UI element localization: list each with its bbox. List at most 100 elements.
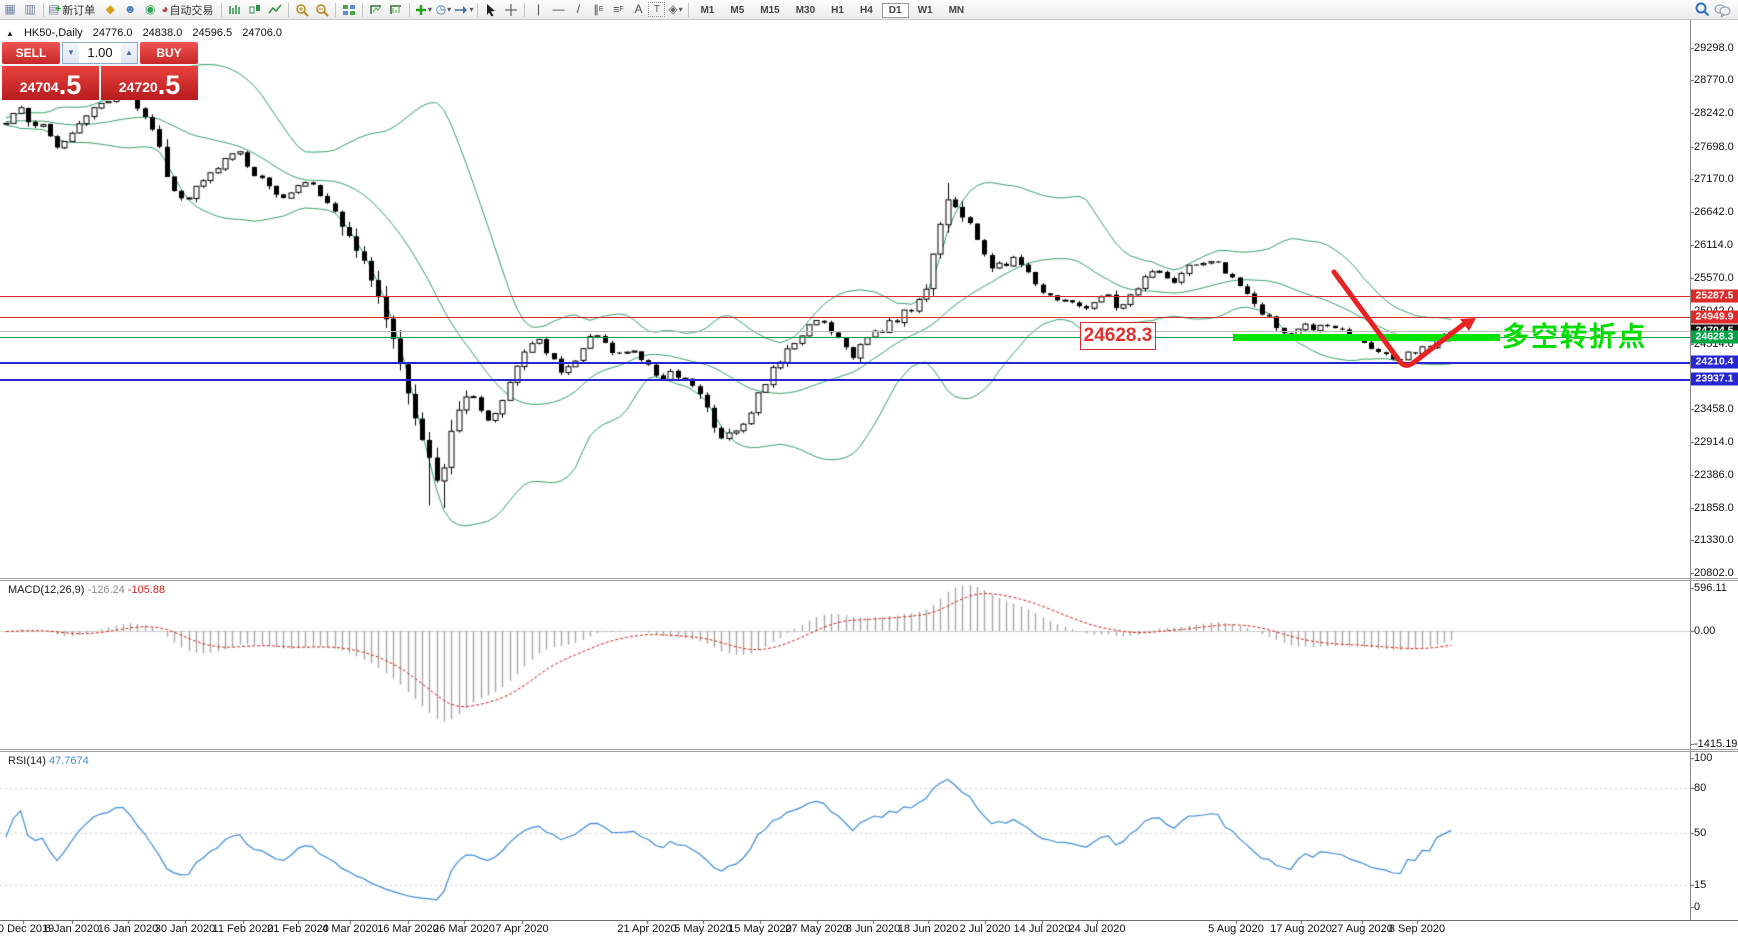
macd-panel-separator[interactable] — [0, 578, 1738, 579]
crosshair-icon[interactable] — [501, 1, 521, 18]
candle-chart-icon[interactable] — [245, 1, 265, 18]
resistance-line-24949[interactable] — [0, 317, 1690, 318]
deposit-icon[interactable]: ◆ — [105, 2, 115, 16]
price-callout-label[interactable]: 24628.3 — [1080, 322, 1156, 350]
ohlc-high: 24838.0 — [142, 27, 183, 39]
macd-signal-value: -105.88 — [127, 584, 166, 596]
turning-point-highlight-bar[interactable] — [1233, 334, 1500, 341]
date-label: 6 Jan 2020 — [44, 923, 100, 935]
toolbar-separator — [43, 2, 44, 17]
fibonacci-tool-icon[interactable]: ≡ F — [613, 3, 624, 16]
search-icon[interactable] — [1692, 1, 1712, 18]
toolbar-separator — [409, 2, 411, 17]
volume-input[interactable]: 1.00 — [87, 45, 113, 60]
vertical-line-tool-icon[interactable]: | — [536, 2, 541, 16]
turning-point-line-24628[interactable] — [0, 337, 1690, 338]
collapse-panel-icon[interactable]: ▲ — [6, 29, 14, 38]
toolbar-separator — [688, 2, 690, 17]
macd-label: MACD(12,26,9) -126.24 -105.88 — [8, 584, 166, 596]
timeframe-button-w1[interactable]: W1 — [917, 4, 933, 16]
rsi-axis-label: 80 — [1694, 782, 1707, 794]
symbol-name: HK50-,Daily — [23, 27, 83, 39]
trendline-tool-icon[interactable]: / — [576, 2, 581, 16]
macd-axis-label: 0.00 — [1694, 625, 1716, 637]
date-label: 4 Mar 2020 — [322, 923, 378, 935]
timeframe-button-m15[interactable]: M15 — [760, 4, 780, 16]
price-tag-23937.1: 23937.1 — [1691, 372, 1738, 386]
add-indicator-icon[interactable]: ▾ — [413, 1, 433, 18]
horizontal-line-tool-icon[interactable]: — — [552, 2, 565, 16]
resistance-line-25287[interactable] — [0, 296, 1690, 297]
price-tick-label: 21330.0 — [1694, 534, 1734, 546]
timeframe-button-m5[interactable]: M5 — [730, 4, 745, 16]
new-order-button[interactable]: ▤ + 新订单 — [48, 2, 96, 17]
price-tick-label: 27170.0 — [1694, 173, 1734, 185]
date-label: 5 May 2020 — [674, 923, 732, 935]
toolbar-separator — [524, 2, 526, 17]
date-label: 30 Jan 2020 — [154, 923, 216, 935]
tick-chart-icon[interactable]: ▥ — [24, 2, 36, 16]
period-clock-icon[interactable]: ◷ ▾ — [435, 2, 452, 16]
arrange-charts-icon[interactable] — [366, 1, 386, 18]
support-line-24210[interactable] — [0, 362, 1690, 364]
date-label: 20 Dec 2019 — [0, 923, 55, 935]
rsi-panel-separator-2 — [0, 751, 1738, 752]
date-label: 8 Sep 2020 — [1388, 923, 1446, 935]
timeframe-button-h4[interactable]: H4 — [859, 4, 873, 16]
auto-trading-icon: ◕ — [161, 2, 169, 16]
macd-axis-label: -1415.19 — [1694, 738, 1738, 750]
sell-price: 24704 — [19, 79, 59, 95]
price-tick-label: 23458.0 — [1694, 403, 1734, 415]
sell-price-fraction: .5 — [58, 70, 82, 100]
rsi-axis-label: 15 — [1694, 879, 1707, 891]
rsi-value: 47.7674 — [48, 755, 89, 767]
toolbar-separator — [288, 2, 290, 17]
turning-point-text[interactable]: 多空转折点 — [1502, 322, 1647, 352]
sell-button[interactable]: SELL — [2, 42, 60, 64]
price-tag-24210.4: 24210.4 — [1691, 355, 1738, 369]
signal-icon[interactable]: ◉ — [144, 2, 156, 16]
bar-chart-icon[interactable] — [225, 1, 245, 18]
arrange-charts-icon-2[interactable] — [386, 1, 406, 18]
volume-up-button[interactable]: ▲ — [121, 43, 137, 63]
chat-icon[interactable] — [1712, 1, 1732, 18]
buy-button[interactable]: BUY — [140, 42, 198, 64]
auto-trading-button[interactable]: ◕ 自动交易 — [161, 2, 214, 17]
shapes-tool-icon[interactable]: ◈ ▾ — [668, 2, 683, 16]
price-tick-label: 28770.0 — [1694, 74, 1734, 86]
buy-price: 24720 — [118, 79, 158, 95]
rsi-panel-separator[interactable] — [0, 749, 1738, 750]
text-label-tool-icon[interactable]: T — [648, 2, 666, 17]
price-tag-24949.9: 24949.9 — [1691, 310, 1738, 324]
sell-price-panel[interactable]: 24704.5 — [2, 66, 99, 100]
timeframe-button-m1[interactable]: M1 — [700, 4, 715, 16]
date-label: 21 Feb 2020 — [267, 923, 329, 935]
channel-tool-icon[interactable]: ∥ E — [593, 4, 604, 16]
line-chart-icon[interactable] — [265, 1, 285, 18]
toolbar-separator — [477, 2, 479, 17]
date-label: 24 Jul 2020 — [1068, 923, 1126, 935]
one-click-trading-widget: SELL ▼ 1.00 ▲ BUY 24704.5 24720.5 — [2, 42, 198, 100]
community-icon[interactable]: ☻ — [123, 2, 137, 16]
timeframe-button-m30[interactable]: M30 — [795, 4, 816, 16]
timeframe-button-d1[interactable]: D1 — [881, 2, 909, 18]
buy-price-panel[interactable]: 24720.5 — [101, 66, 198, 100]
support-line-23937[interactable] — [0, 379, 1690, 381]
volume-down-button[interactable]: ▼ — [63, 43, 79, 63]
date-label: 17 Aug 2020 — [1270, 923, 1332, 935]
cursor-icon[interactable] — [481, 1, 501, 18]
timeframe-button-mn[interactable]: MN — [948, 4, 965, 16]
zoom-out-icon[interactable] — [312, 1, 332, 18]
zoom-in-icon[interactable] — [292, 1, 312, 18]
tile-windows-icon[interactable] — [339, 1, 359, 18]
price-tag-25287.5: 25287.5 — [1691, 289, 1738, 303]
price-tick-label: 25570.0 — [1694, 272, 1734, 284]
macd-panel-separator-2 — [0, 580, 1738, 581]
timeframe-button-h1[interactable]: H1 — [831, 4, 844, 16]
chart-shift-icon[interactable]: ▾ — [453, 1, 474, 18]
text-tool-icon[interactable]: A — [634, 2, 643, 16]
chart-window-icon[interactable]: ▦ — [4, 2, 16, 16]
